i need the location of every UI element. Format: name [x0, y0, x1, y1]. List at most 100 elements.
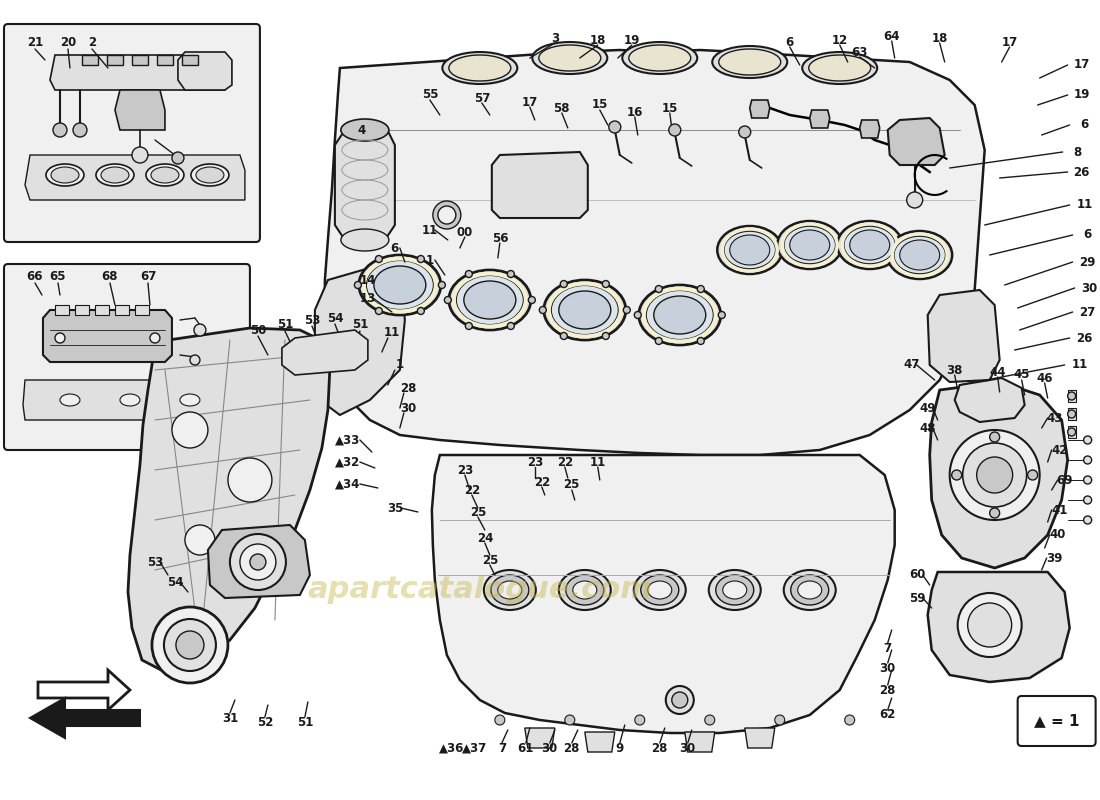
Circle shape	[718, 311, 725, 318]
Circle shape	[990, 432, 1000, 442]
Bar	[1068, 390, 1076, 402]
Circle shape	[635, 311, 641, 318]
Text: ▲37: ▲37	[462, 742, 487, 754]
Circle shape	[672, 692, 688, 708]
Polygon shape	[282, 330, 367, 375]
Text: 7: 7	[883, 642, 892, 654]
Circle shape	[952, 470, 961, 480]
Circle shape	[603, 281, 609, 287]
Circle shape	[495, 715, 505, 725]
Ellipse shape	[51, 167, 79, 183]
Polygon shape	[50, 55, 224, 90]
Polygon shape	[432, 455, 894, 733]
Polygon shape	[888, 118, 945, 165]
Ellipse shape	[718, 49, 781, 75]
Circle shape	[375, 307, 383, 314]
Text: 27: 27	[1079, 306, 1096, 318]
Text: 53: 53	[304, 314, 320, 326]
Ellipse shape	[729, 235, 770, 265]
Circle shape	[438, 206, 455, 224]
Circle shape	[150, 333, 160, 343]
Ellipse shape	[455, 275, 524, 325]
Ellipse shape	[559, 570, 610, 610]
Circle shape	[739, 126, 750, 138]
Text: 19: 19	[1074, 89, 1090, 102]
Bar	[1068, 426, 1076, 438]
Text: 30: 30	[1081, 282, 1098, 294]
Circle shape	[250, 554, 266, 570]
Ellipse shape	[366, 260, 433, 310]
Text: 14: 14	[360, 274, 376, 286]
Text: 54: 54	[327, 311, 343, 325]
Text: ▲34: ▲34	[336, 478, 361, 490]
Polygon shape	[39, 670, 130, 710]
Ellipse shape	[442, 52, 517, 84]
Ellipse shape	[60, 394, 80, 406]
Text: 22: 22	[534, 475, 550, 489]
Circle shape	[666, 686, 694, 714]
Circle shape	[375, 255, 383, 262]
Ellipse shape	[539, 45, 601, 71]
Ellipse shape	[641, 575, 679, 605]
Text: 50: 50	[250, 323, 266, 337]
Circle shape	[444, 297, 451, 303]
Circle shape	[697, 286, 704, 293]
Text: 25: 25	[470, 506, 486, 518]
Ellipse shape	[791, 575, 828, 605]
Circle shape	[354, 282, 362, 289]
Ellipse shape	[888, 231, 953, 279]
Text: ▲33: ▲33	[336, 434, 361, 446]
Ellipse shape	[623, 42, 697, 74]
Text: 47: 47	[903, 358, 920, 371]
Ellipse shape	[724, 231, 776, 269]
Text: 11: 11	[384, 326, 400, 338]
Circle shape	[774, 715, 784, 725]
Ellipse shape	[180, 394, 200, 406]
Text: 52: 52	[256, 715, 273, 729]
Text: 21: 21	[26, 35, 43, 49]
Ellipse shape	[449, 270, 531, 330]
Text: 45: 45	[1013, 369, 1030, 382]
Ellipse shape	[708, 570, 761, 610]
Circle shape	[949, 430, 1040, 520]
Polygon shape	[107, 55, 123, 65]
Text: 26: 26	[1074, 166, 1090, 178]
Circle shape	[417, 255, 425, 262]
Ellipse shape	[808, 55, 871, 81]
Polygon shape	[685, 732, 715, 752]
Text: 63: 63	[851, 46, 868, 58]
Ellipse shape	[120, 394, 140, 406]
Circle shape	[194, 324, 206, 336]
Polygon shape	[927, 290, 1000, 382]
Text: 55: 55	[421, 89, 438, 102]
Ellipse shape	[551, 285, 619, 335]
Text: 18: 18	[590, 34, 606, 46]
Polygon shape	[585, 732, 615, 752]
Bar	[95, 305, 109, 315]
Circle shape	[1068, 428, 1076, 436]
Circle shape	[176, 631, 204, 659]
Ellipse shape	[449, 55, 510, 81]
Text: 35: 35	[387, 502, 404, 514]
Text: 11: 11	[421, 223, 438, 237]
Polygon shape	[30, 705, 140, 735]
Circle shape	[73, 123, 87, 137]
Circle shape	[528, 297, 536, 303]
Text: 65: 65	[50, 270, 66, 282]
Polygon shape	[860, 120, 880, 138]
Circle shape	[465, 270, 472, 278]
Circle shape	[185, 525, 214, 555]
Polygon shape	[315, 265, 405, 415]
Text: 12: 12	[832, 34, 848, 46]
Text: 29: 29	[1079, 255, 1096, 269]
Circle shape	[564, 715, 575, 725]
Text: 28: 28	[563, 742, 580, 754]
Ellipse shape	[893, 236, 946, 274]
Text: 43: 43	[1046, 411, 1063, 425]
Text: 25: 25	[482, 554, 498, 566]
Ellipse shape	[713, 46, 788, 78]
Ellipse shape	[96, 164, 134, 186]
Text: 16: 16	[627, 106, 644, 118]
Text: 31: 31	[222, 711, 238, 725]
Polygon shape	[128, 328, 330, 672]
